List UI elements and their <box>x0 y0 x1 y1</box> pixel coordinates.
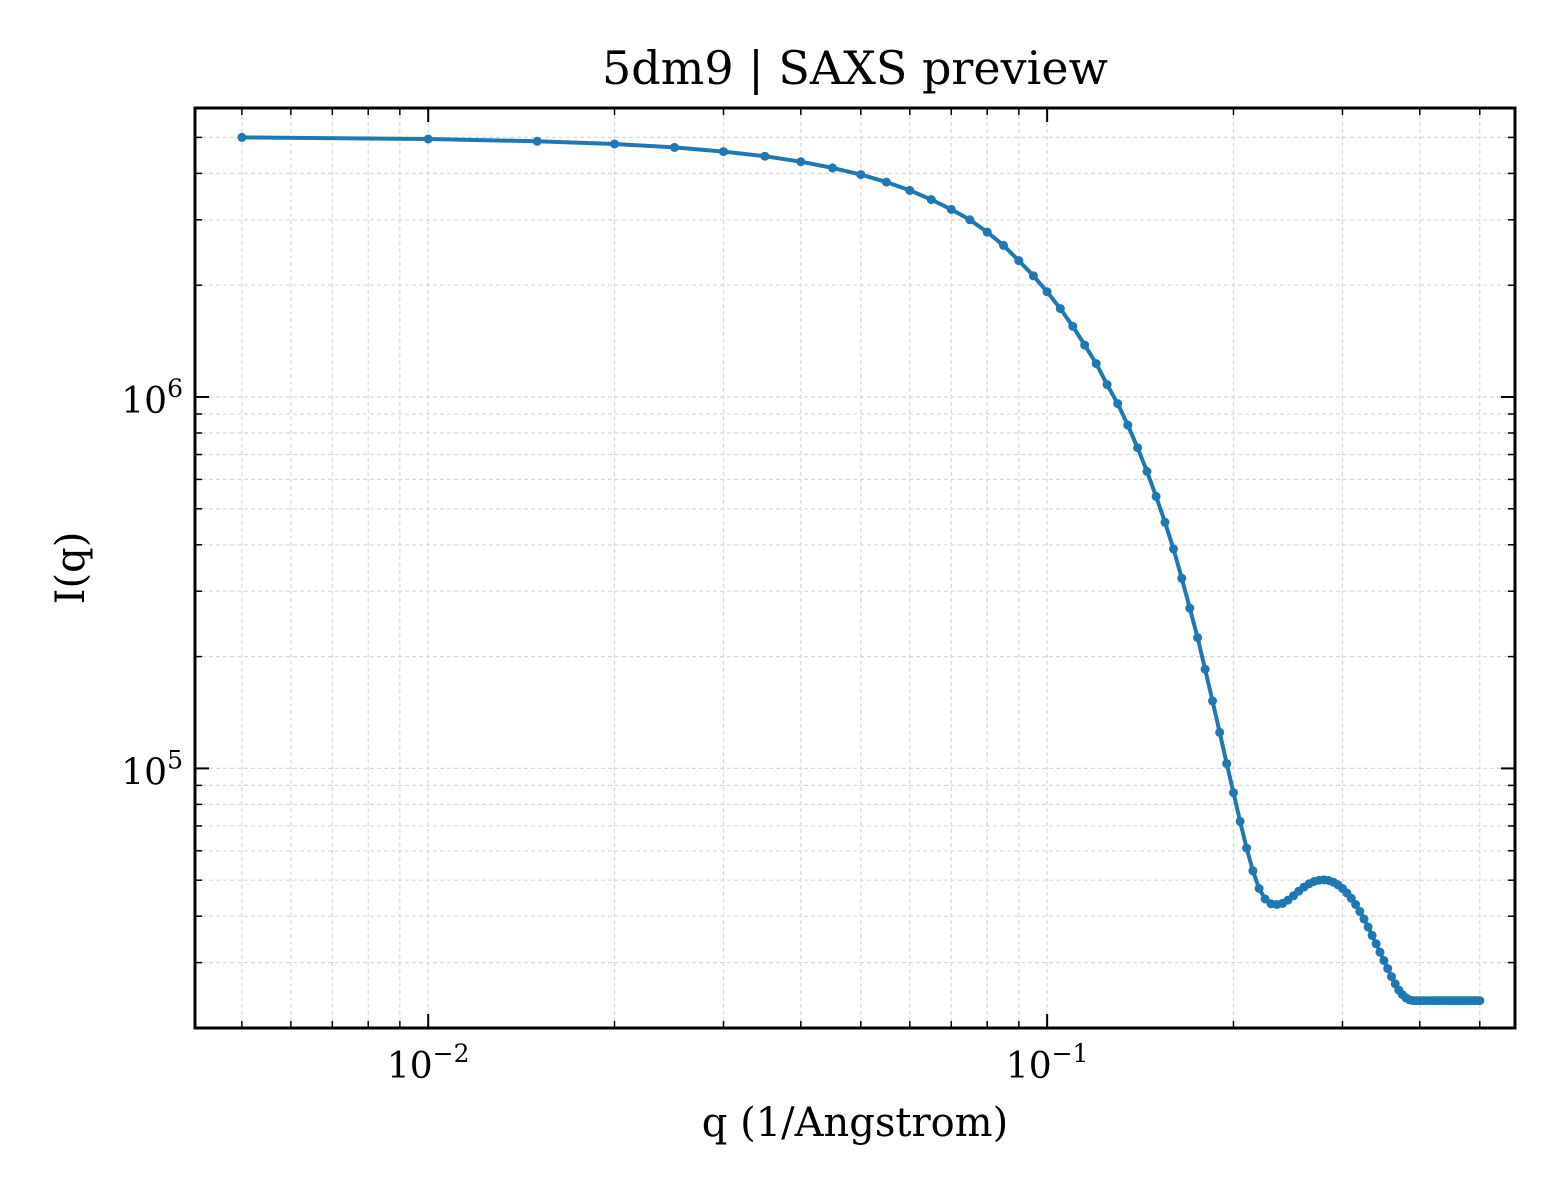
data-point <box>982 227 992 237</box>
data-point <box>1055 304 1065 314</box>
axis-ticks: 10−2 10−1 105 106 <box>121 107 1515 1087</box>
data-point <box>1133 443 1143 453</box>
data-point <box>905 185 915 195</box>
data-point <box>760 151 770 161</box>
data-point <box>1367 930 1377 940</box>
data-point <box>1351 900 1361 909</box>
chart-title: 5dm9 | SAXS preview <box>602 41 1108 95</box>
data-point <box>1375 947 1385 957</box>
data-point <box>1355 906 1365 916</box>
data-point <box>423 134 433 144</box>
data-point <box>1151 491 1161 501</box>
data-point <box>1169 544 1178 554</box>
data-point <box>1254 884 1264 893</box>
series-layer <box>237 132 1485 1006</box>
data-point <box>1028 271 1038 281</box>
data-point <box>1379 956 1389 965</box>
grid <box>195 107 1515 1029</box>
data-point <box>1248 866 1258 876</box>
data-point <box>881 177 891 187</box>
data-point <box>1185 603 1195 613</box>
data-point <box>1371 939 1381 949</box>
data-point <box>1014 256 1024 266</box>
data-point <box>828 163 837 173</box>
x-axis-label: q (1/Angstrom) <box>702 1100 1008 1146</box>
data-point <box>1102 380 1112 390</box>
data-point <box>1042 287 1052 297</box>
data-point <box>856 170 866 180</box>
data-point <box>1242 843 1252 853</box>
data-point <box>1363 922 1373 932</box>
data-point <box>1080 340 1090 350</box>
data-point <box>1215 727 1225 737</box>
data-point <box>1222 759 1232 769</box>
data-point <box>1068 321 1078 331</box>
data-point <box>610 139 619 149</box>
data-point <box>1123 420 1133 430</box>
data-point <box>999 240 1008 250</box>
data-point <box>1177 573 1187 583</box>
x-tick-label: 10−2 <box>387 1039 470 1087</box>
data-point <box>965 215 975 225</box>
data-point <box>1475 996 1485 1006</box>
data-point <box>1235 816 1245 826</box>
y-tick-label: 106 <box>121 374 183 422</box>
data-point <box>796 157 806 167</box>
data-point <box>719 147 728 157</box>
data-point <box>1387 972 1396 982</box>
data-point <box>1193 633 1203 643</box>
data-point <box>532 136 542 146</box>
data-point <box>1142 467 1152 476</box>
y-tick-label: 105 <box>121 745 183 793</box>
plot-frame <box>193 106 1517 1030</box>
data-point <box>1091 359 1101 369</box>
data-point <box>946 204 956 214</box>
y-axis-label: I(q) <box>48 532 94 605</box>
data-point <box>1383 964 1393 974</box>
data-point <box>670 142 679 152</box>
data-point <box>1113 399 1123 409</box>
data-point <box>1160 517 1170 527</box>
data-point <box>1359 914 1369 924</box>
data-point <box>1208 696 1217 706</box>
data-point <box>1200 664 1210 674</box>
data-point <box>926 195 936 205</box>
data-point <box>1229 788 1238 798</box>
x-tick-label: 10−1 <box>1006 1039 1089 1087</box>
data-point <box>237 132 247 142</box>
